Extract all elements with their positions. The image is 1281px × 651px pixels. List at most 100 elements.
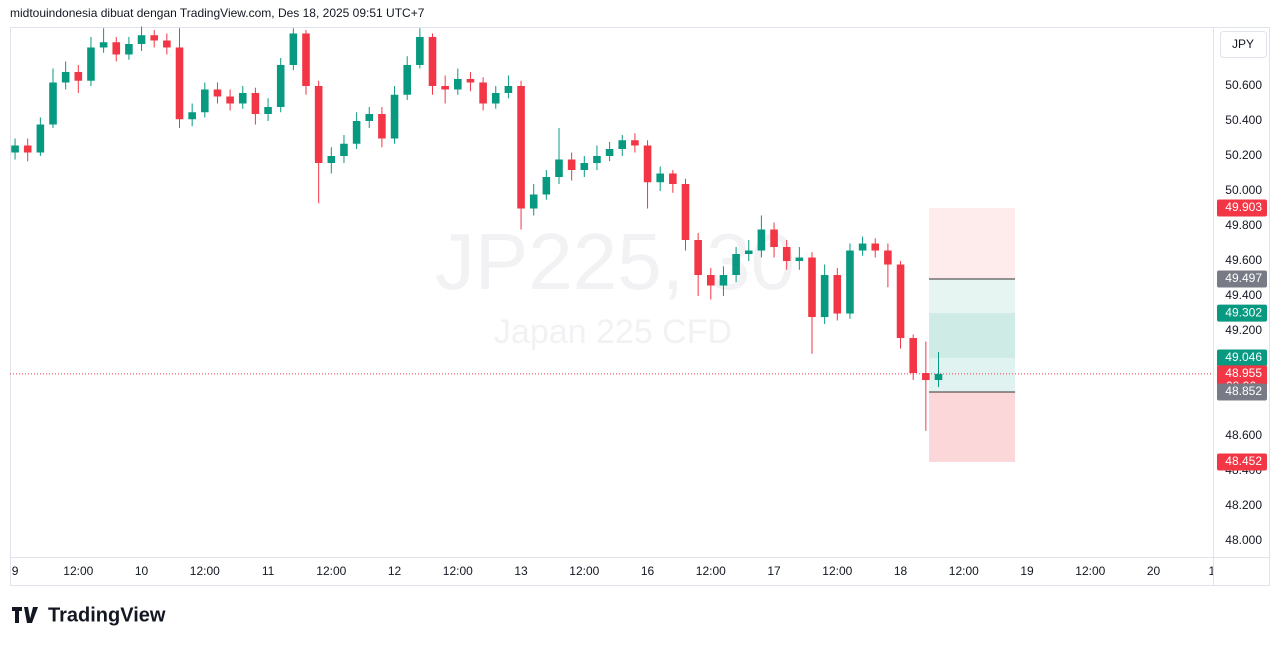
- x-tick-label: 12:00: [696, 564, 726, 578]
- candle-body: [74, 71, 83, 81]
- price-label: 49.497: [1225, 271, 1262, 285]
- candle-body: [428, 36, 437, 86]
- candle-body: [226, 96, 234, 104]
- chart-frame: [10, 27, 1270, 586]
- logo-icon: [12, 607, 38, 623]
- x-tick-label: 12:00: [443, 564, 473, 578]
- candle-body: [125, 43, 133, 55]
- price-label: 49.903: [1225, 200, 1262, 214]
- position-zone: [929, 391, 1016, 462]
- candle-body: [175, 47, 184, 120]
- candle-body: [276, 64, 285, 107]
- position-zone: [929, 313, 1016, 358]
- x-tick-label: 12: [388, 564, 402, 578]
- candle-body: [314, 85, 323, 164]
- candle-body: [504, 85, 513, 93]
- candle-body: [555, 159, 563, 178]
- candle-body: [833, 275, 842, 314]
- candle-body: [251, 92, 260, 114]
- price-label: 49.302: [1225, 305, 1262, 319]
- x-tick-label: 12:00: [949, 564, 979, 578]
- candle-body: [289, 33, 298, 65]
- y-tick-label: 50.600: [1225, 78, 1262, 92]
- x-tick-label: 12:00: [190, 564, 220, 578]
- candle-body: [36, 124, 45, 153]
- x-tick-label: 12:00: [822, 564, 852, 578]
- currency-button[interactable]: [1220, 31, 1267, 58]
- price-label-box: [1217, 453, 1267, 471]
- x-tick-label: 16: [641, 564, 655, 578]
- price-label-box: [1217, 199, 1267, 217]
- candle-body: [744, 250, 753, 255]
- candle-body: [631, 140, 639, 146]
- candle-body: [403, 64, 411, 95]
- x-tick-label: 20: [1147, 564, 1161, 578]
- candle-body: [416, 36, 424, 65]
- price-label: 48.955: [1225, 366, 1262, 380]
- x-tick-label: 10: [135, 564, 149, 578]
- watermark: JP225, 30: [435, 217, 795, 306]
- candle-body: [11, 145, 19, 153]
- y-tick-label: 50.200: [1225, 148, 1262, 162]
- candle-body: [517, 85, 525, 209]
- candle-body: [656, 173, 664, 183]
- currency[interactable]: JPY: [1232, 37, 1254, 51]
- candle-body: [529, 194, 538, 209]
- price-label-box: [1217, 270, 1267, 288]
- candle-body: [99, 42, 108, 48]
- watermark-subtitle: Japan 225 CFD: [494, 313, 732, 351]
- y-tick-label: 48.000: [1225, 533, 1262, 547]
- candle-body: [820, 275, 829, 318]
- candle-body: [150, 35, 159, 41]
- candle-body: [909, 338, 917, 374]
- candle-body: [390, 94, 399, 139]
- time-axis: 9 12:00 10 12:00 11 12:00 12 12:00 13 12:00 16 12:0…: [12, 564, 1213, 578]
- x-tick-label: 12:00: [1075, 564, 1105, 578]
- y-tick-label: 49.200: [1225, 323, 1262, 337]
- candle-body: [896, 264, 905, 339]
- candle-body: [770, 229, 778, 248]
- candle-body: [49, 82, 57, 125]
- x-tick-label: 12:00: [316, 564, 346, 578]
- x-tick-label: 17: [767, 564, 781, 578]
- y-tick-label: 50.400: [1225, 113, 1262, 127]
- candle-body: [213, 89, 222, 97]
- candle-body: [378, 113, 386, 139]
- candle-body: [681, 184, 690, 241]
- y-tick-label: 48.200: [1225, 498, 1262, 512]
- candle-body: [479, 82, 487, 104]
- candle-body: [327, 155, 336, 164]
- x-tick-label: 12:00: [63, 564, 93, 578]
- candle-body: [795, 257, 804, 262]
- candle-body: [87, 47, 95, 81]
- price-label-box: [1217, 383, 1267, 401]
- candle-body: [593, 155, 601, 164]
- candle-body: [694, 240, 702, 276]
- candle-body: [188, 112, 196, 120]
- candle-body: [23, 145, 32, 153]
- candle-body: [112, 42, 121, 55]
- y-tick-label: 49.800: [1225, 218, 1262, 232]
- candle-body: [580, 163, 589, 171]
- x-tick-label: 18: [894, 564, 908, 578]
- position-zone: [929, 279, 1016, 314]
- candle-body: [264, 106, 272, 114]
- candle-body: [922, 373, 930, 381]
- x-tick-label: 12:00: [569, 564, 599, 578]
- logo-text: TradingView: [48, 604, 166, 626]
- candle-body: [669, 173, 677, 185]
- candle-body: [719, 275, 728, 286]
- candle-body: [491, 92, 500, 104]
- x-tick-label: 11: [262, 564, 275, 578]
- y-tick-label: 50.000: [1225, 183, 1262, 197]
- candle-body: [137, 35, 146, 44]
- candle-body: [871, 243, 880, 251]
- candle-body: [858, 243, 867, 251]
- price-label: 49.046: [1225, 350, 1262, 364]
- candle-body: [238, 92, 247, 104]
- candle-body: [163, 40, 171, 48]
- candle-body: [454, 78, 462, 90]
- x-tick-label: 9: [12, 564, 19, 578]
- candle-body: [618, 140, 627, 149]
